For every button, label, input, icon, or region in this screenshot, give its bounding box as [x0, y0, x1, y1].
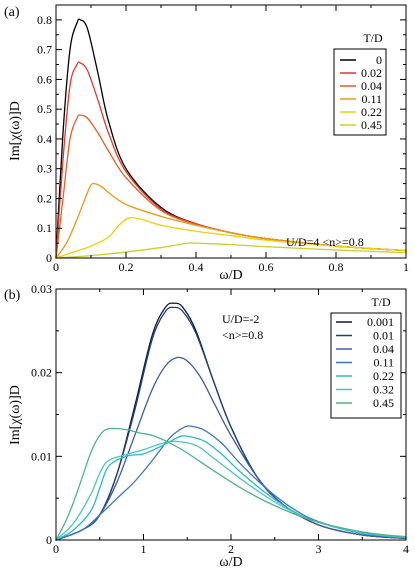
panel-a-xtick-label: 1: [403, 260, 409, 274]
panel-a-xtick-label: 0.6: [259, 260, 274, 274]
panel-a-legend-label-2: 0.04: [361, 79, 382, 93]
panel-b: (b) 0 1 2 3 4 0 0.01 0.02 0.03 ω/D Im[χ(ω)]D T/D…: [4, 282, 409, 570]
panel-b-xtick-label: 0: [53, 542, 59, 556]
panel-b-annotation: U/D=-2 <n>=0.8: [222, 312, 263, 342]
panel-b-series-line-6: [55, 427, 407, 541]
panel-b-xtick-label: 3: [316, 542, 322, 556]
panel-a-ytick-label: 0.6: [37, 72, 52, 86]
panel-a-ytick-label: 0.5: [37, 102, 52, 116]
panel-a-series-line-3: [55, 182, 407, 259]
panel-b-xtick-label: 4: [403, 542, 409, 556]
panel-a-legend-label-1: 0.02: [361, 66, 382, 80]
panel-b-legend-label-3: 0.11: [373, 356, 394, 370]
panel-b-legend-label-6: 0.45: [373, 396, 394, 410]
panel-a-ytick-label: 0.3: [37, 162, 52, 176]
panel-b-series: [55, 302, 407, 541]
panel-a-legend: 00.020.040.110.220.45: [340, 53, 382, 132]
panel-a-series-line-4: [55, 216, 407, 259]
panel-b-series-line-4: [55, 435, 407, 541]
panel-a-legend-label-0: 0: [376, 53, 382, 67]
panel-b-annotation-line: U/D=-2: [222, 312, 259, 326]
panel-a-xtick-label: 0: [53, 260, 59, 274]
panel-a-annotation: U/D=4 <n>=0.8: [286, 235, 364, 249]
panel-b-xtick-label: 2: [228, 542, 234, 556]
panel-a-xtick-label: 0.2: [119, 260, 134, 274]
panel-b-legend-label-0: 0.001: [367, 315, 394, 329]
panel-b-xlabel: ω/D: [219, 555, 242, 570]
panel-a-ytick-label: 0.7: [37, 43, 52, 57]
panel-b-legend-label-2: 0.04: [373, 342, 394, 356]
panel-b-ytick-label: 0.03: [31, 282, 52, 296]
panel-a-legend-box: [333, 48, 387, 136]
panel-a-xtick-label: 0.4: [189, 260, 204, 274]
panel-b-label: (b): [4, 288, 21, 303]
panel-a-ytick-label: 0.1: [37, 221, 52, 235]
panel-a-xlabel: ω/D: [219, 268, 242, 283]
panel-b-legend-label-5: 0.32: [373, 383, 394, 397]
panel-a-label: (a): [4, 5, 20, 20]
panel-a-series: [55, 18, 407, 259]
panel-a-legend-label-3: 0.11: [361, 92, 382, 106]
panel-b-series-line-3: [55, 425, 407, 541]
panel-a-ylabel: Im[χ(ω)]D: [8, 101, 23, 161]
panel-a-legend-title: T/D: [363, 31, 383, 45]
panel-b-legend-box: [330, 312, 402, 419]
panel-a-ytick-label: 0.8: [37, 13, 52, 27]
panel-a-ytick-label: 0.4: [37, 132, 52, 146]
panel-b-legend-title: T/D: [371, 295, 391, 309]
panel-a-ticks: 0 0.2 0.4 0.6 0.8 1 0 0.1 0.2 0.3 0.4 0.5 0.6 0.7 0.8: [37, 5, 409, 274]
panel-b-series-line-5: [55, 440, 407, 541]
panel-b-xtick-label: 1: [141, 542, 147, 556]
panel-a-series-line-5: [55, 242, 407, 259]
panel-b-legend-label-1: 0.01: [373, 329, 394, 343]
panel-b-ylabel: Im[χ(ω)]D: [8, 385, 23, 445]
panel-b-ytick-label: 0: [46, 533, 52, 547]
panel-a: (a) 0 0.2 0.4 0.6 0.8 1 0 0.1 0.2 0.3 0.4 0.5 0.6 0.7…: [4, 4, 409, 283]
panel-a-ytick-label: 0: [46, 251, 52, 265]
panel-a-xtick-label: 0.8: [329, 260, 344, 274]
panel-b-ytick-label: 0.01: [31, 449, 52, 463]
panel-b-annotation-line: <n>=0.8: [222, 328, 263, 342]
panel-b-ticks: 0 1 2 3 4 0 0.01 0.02 0.03: [31, 282, 409, 556]
panel-a-legend-label-5: 0.45: [361, 118, 382, 132]
panel-a-legend-label-4: 0.22: [361, 105, 382, 119]
panel-b-ytick-label: 0.02: [31, 366, 52, 380]
panel-b-legend-label-4: 0.22: [373, 369, 394, 383]
panel-a-ytick-label: 0.2: [37, 191, 52, 205]
